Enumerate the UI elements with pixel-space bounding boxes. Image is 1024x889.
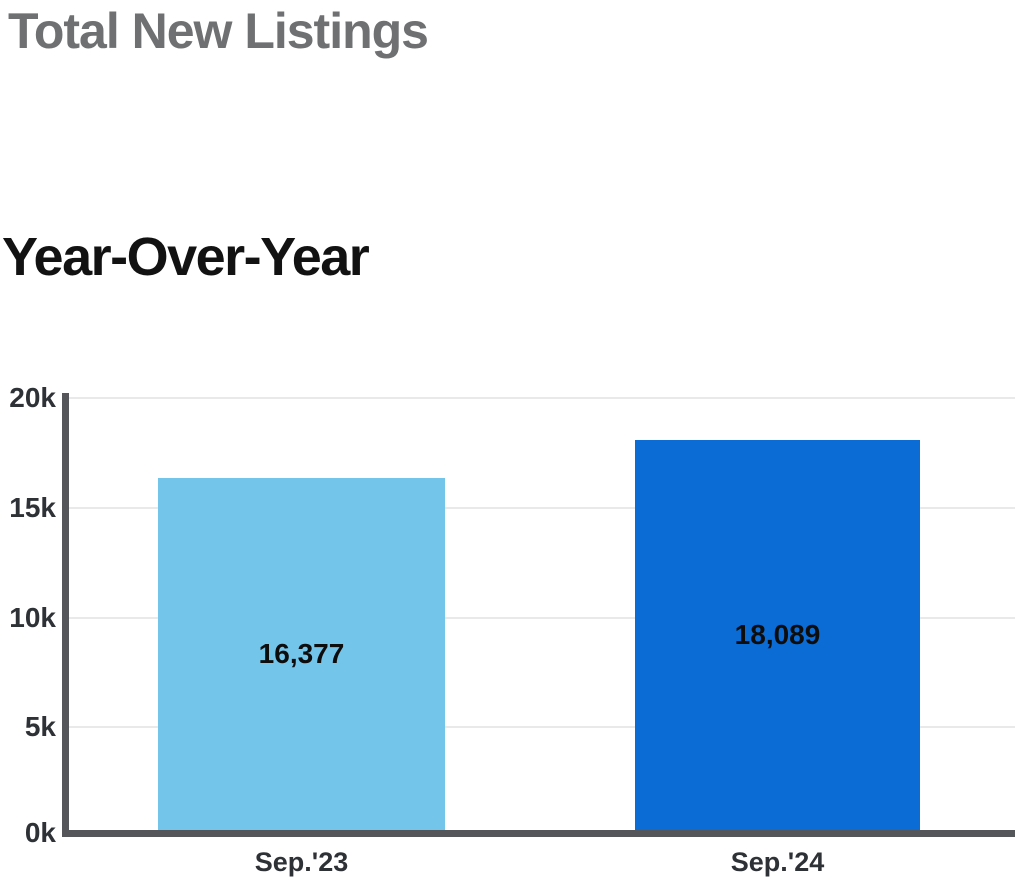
y-axis-line (62, 393, 69, 837)
bar-Sep.'23 (158, 477, 445, 830)
y-tick-label: 10k (9, 601, 56, 633)
bar-Sep.'24 (635, 439, 920, 830)
y-tick-label: 5k (24, 711, 56, 743)
bar-value-label: 18,089 (734, 618, 821, 650)
gridline-15000 (69, 506, 1015, 509)
gridline-20000 (69, 397, 1015, 399)
bar-value-label: 16,377 (258, 637, 345, 669)
gridline-10000 (69, 616, 1015, 619)
x-axis-line (62, 830, 1015, 837)
y-tick-label: 0k (24, 817, 56, 848)
gridline-5000 (69, 726, 1015, 729)
y-tick-label: 15k (9, 491, 56, 523)
page-title: Total New Listings (8, 3, 429, 59)
y-tick-label: 20k (9, 382, 56, 413)
x-tick-label: Sep.'23 (254, 847, 349, 877)
x-tick-label: Sep.'24 (730, 847, 825, 877)
chart-subtitle: Year-Over-Year (2, 227, 370, 287)
